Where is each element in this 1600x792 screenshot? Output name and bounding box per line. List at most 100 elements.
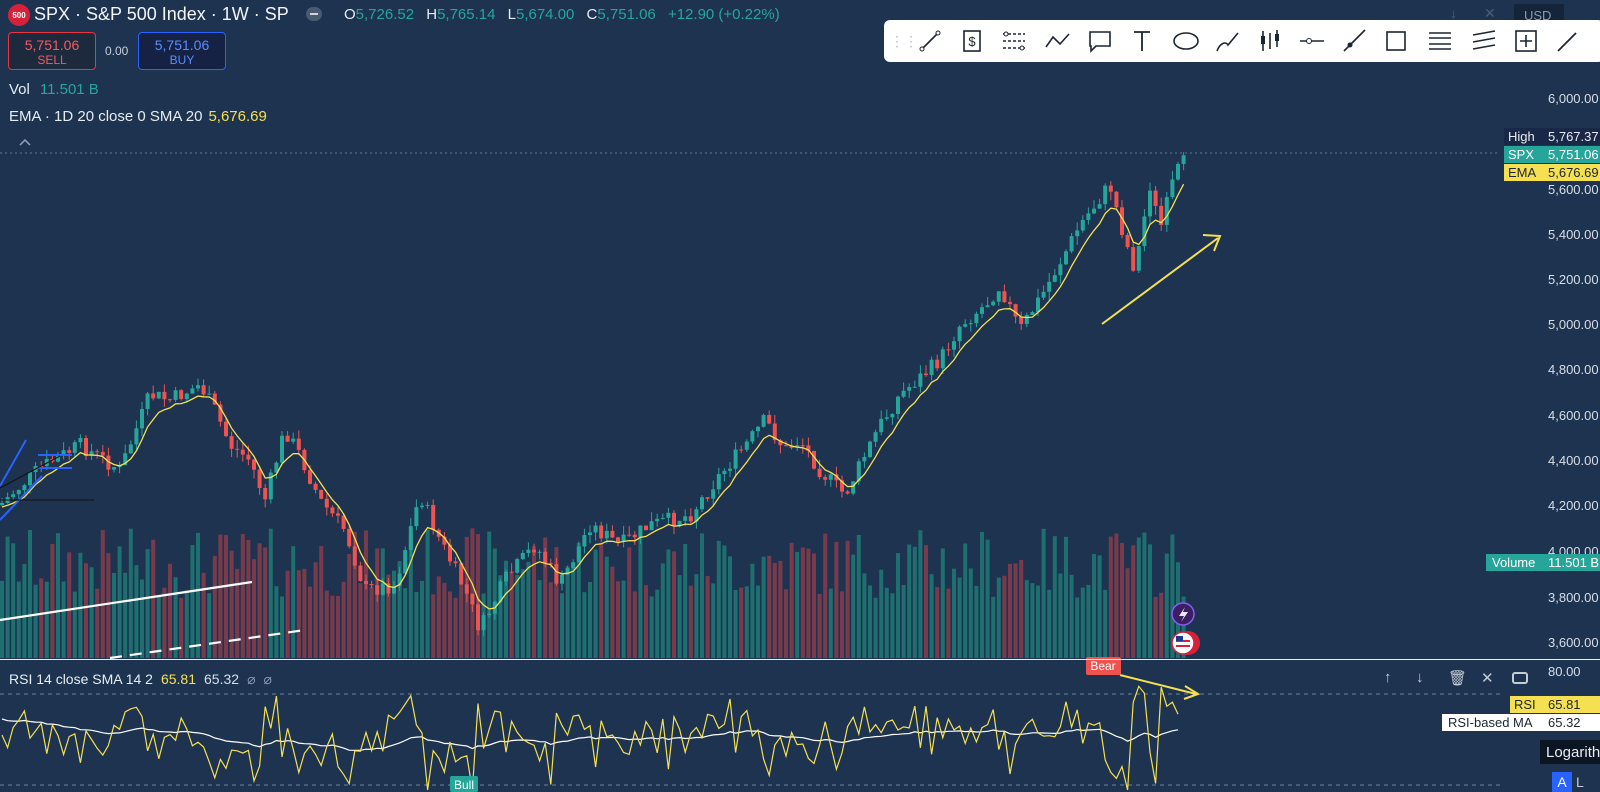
candle-body bbox=[940, 349, 945, 369]
pencil-tool-icon[interactable] bbox=[1552, 25, 1584, 57]
volume-legend[interactable]: Vol 11.501 B bbox=[9, 81, 99, 98]
rsi-scale-top: 80.00 bbox=[1548, 664, 1581, 679]
arrow-down-icon[interactable]: ↓ bbox=[1450, 5, 1457, 21]
candle-body bbox=[935, 359, 940, 369]
horizontal-ray-tool-icon[interactable] bbox=[1296, 25, 1328, 57]
candle-body bbox=[1008, 302, 1012, 305]
candle-body bbox=[470, 593, 475, 605]
candle-body bbox=[952, 341, 956, 350]
candle-body bbox=[1075, 230, 1080, 237]
volume-bar bbox=[638, 537, 643, 658]
candle-body bbox=[537, 551, 542, 553]
candle-body bbox=[358, 565, 363, 582]
maximize-pane-icon[interactable] bbox=[1512, 672, 1528, 684]
high-tag-value: 5,767.37 bbox=[1544, 128, 1600, 145]
candle-body bbox=[67, 450, 72, 453]
text-tool-icon[interactable] bbox=[1126, 25, 1158, 57]
collapse-pane-icon[interactable]: ✕ bbox=[1481, 670, 1494, 687]
drag-handle-icon[interactable]: ⋮⋮ bbox=[890, 33, 918, 49]
volume-bar bbox=[476, 534, 480, 658]
candle-body bbox=[660, 517, 665, 519]
hide-icon[interactable]: ⌀ bbox=[247, 671, 256, 687]
candle-body bbox=[509, 571, 514, 573]
volume-bar bbox=[1013, 563, 1018, 658]
measure-tool-icon[interactable] bbox=[1510, 25, 1542, 57]
path-tool-icon[interactable] bbox=[1042, 25, 1074, 57]
volume-bar bbox=[1131, 545, 1136, 658]
long-position-tool-icon[interactable]: $ bbox=[956, 25, 988, 57]
logarithmic-toggle[interactable]: Logarithmic bbox=[1540, 740, 1600, 764]
volume-bar bbox=[688, 585, 693, 658]
callout-tool-icon[interactable] bbox=[1084, 25, 1116, 57]
move-pane-up-icon[interactable]: ↑ bbox=[1384, 669, 1392, 686]
candle-body bbox=[1064, 251, 1068, 265]
ellipse-tool-icon[interactable] bbox=[1170, 25, 1202, 57]
symbol-title[interactable]: SPX · S&P 500 Index · 1W · SP bbox=[34, 4, 289, 24]
candle-body bbox=[196, 385, 200, 389]
move-pane-down-icon[interactable]: ↓ bbox=[1416, 669, 1424, 686]
candle-body bbox=[655, 518, 660, 522]
auto-scale-button[interactable]: A bbox=[1552, 772, 1572, 792]
candle-body bbox=[1047, 281, 1052, 292]
brush-tool-icon[interactable] bbox=[1212, 25, 1244, 57]
close-icon[interactable]: ✕ bbox=[1484, 5, 1496, 21]
delete-pane-icon[interactable]: 🗑 bbox=[1448, 670, 1468, 687]
candle-body bbox=[1120, 207, 1124, 235]
candle-body bbox=[991, 301, 996, 306]
candle-body bbox=[1103, 185, 1108, 205]
chevron-up-icon[interactable] bbox=[18, 138, 34, 148]
volume-bar bbox=[840, 591, 844, 658]
collapse-legend-button[interactable] bbox=[306, 7, 322, 21]
fib-channel-tool-icon[interactable] bbox=[1468, 25, 1500, 57]
volume-bar bbox=[425, 529, 430, 658]
candle-body bbox=[156, 391, 161, 399]
volume-bar bbox=[392, 570, 396, 658]
bars-pattern-tool-icon[interactable] bbox=[1254, 25, 1286, 57]
pane-separator[interactable] bbox=[0, 659, 1600, 660]
volume-bar bbox=[397, 561, 402, 658]
candle-body bbox=[604, 530, 609, 539]
candle-body bbox=[240, 449, 245, 455]
volume-bar bbox=[1064, 536, 1068, 658]
volume-bar bbox=[470, 528, 475, 658]
candle-body bbox=[229, 436, 234, 449]
ema-line bbox=[1, 183, 1185, 610]
volume-bar bbox=[274, 586, 279, 658]
trend-line-tool-icon[interactable] bbox=[914, 25, 946, 57]
candle-body bbox=[756, 426, 760, 432]
volume-bar bbox=[196, 532, 200, 658]
candle-body bbox=[403, 550, 408, 574]
candle-body bbox=[123, 453, 128, 466]
candle-body bbox=[218, 404, 223, 422]
parallel-channel-tool-icon[interactable] bbox=[1424, 25, 1456, 57]
ray-tool-icon[interactable] bbox=[1338, 25, 1370, 57]
blue-trend-line-2 bbox=[0, 475, 43, 521]
candle-body bbox=[929, 359, 934, 376]
buy-button[interactable]: 5,751.06 BUY bbox=[138, 32, 226, 70]
sell-button[interactable]: 5,751.06 SELL bbox=[8, 32, 96, 70]
candle-body bbox=[0, 502, 4, 505]
volume-bar bbox=[1024, 580, 1029, 658]
rectangle-tool-icon[interactable] bbox=[1380, 25, 1412, 57]
volume-bar bbox=[252, 559, 256, 658]
hide-icon[interactable]: ⌀ bbox=[263, 671, 272, 687]
volume-bar bbox=[1058, 573, 1063, 658]
candle-body bbox=[11, 494, 16, 498]
ema-legend[interactable]: EMA · 1D 20 close 0 SMA 20 5,676.69 bbox=[9, 108, 267, 125]
log-scale-button[interactable]: L bbox=[1576, 774, 1584, 790]
volume-bar bbox=[868, 585, 872, 658]
candle-body bbox=[453, 561, 458, 564]
rsi-divergence-arrow-head bbox=[1183, 685, 1201, 700]
volume-bar bbox=[1002, 575, 1007, 658]
rsi-ma-legend-value: 65.32 bbox=[204, 671, 240, 687]
sell-price: 5,751.06 bbox=[24, 37, 80, 53]
volume-bar bbox=[716, 540, 721, 658]
candle-body bbox=[515, 559, 520, 573]
fib-retracement-tool-icon[interactable] bbox=[998, 25, 1030, 57]
ohlc-readout: O5,726.52 H5,765.14 L5,674.00 C5,751.06 … bbox=[344, 6, 788, 23]
candle-body bbox=[1159, 205, 1164, 225]
volume-bar bbox=[806, 548, 811, 658]
lightning-glyph bbox=[1179, 607, 1188, 622]
rsi-legend[interactable]: RSI 14 close SMA 14 2 65.81 65.32 ⌀ ⌀ bbox=[9, 671, 272, 688]
